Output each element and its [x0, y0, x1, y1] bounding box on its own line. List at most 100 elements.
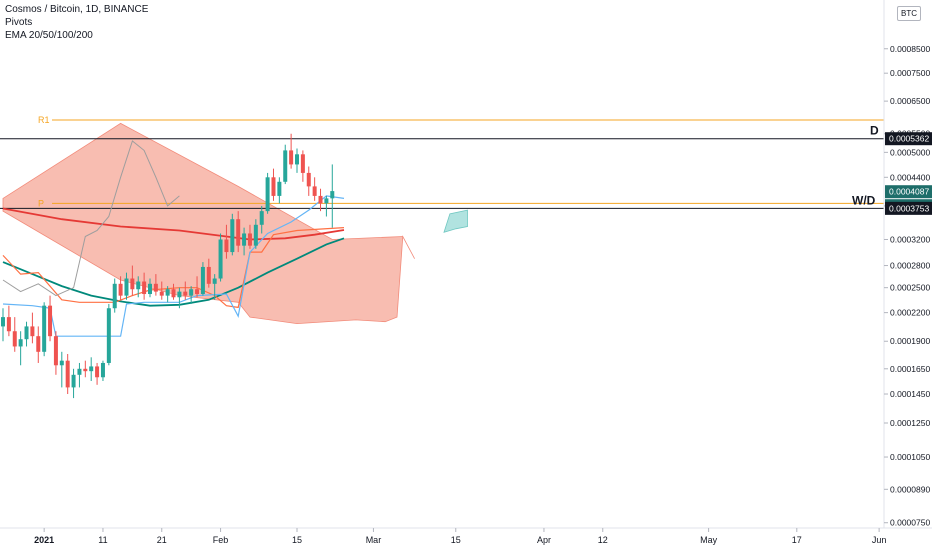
candle — [230, 213, 235, 256]
candle — [212, 274, 217, 300]
candle — [324, 195, 329, 217]
symbol-title[interactable]: Cosmos / Bitcoin, 1D, BINANCE — [5, 4, 149, 15]
price-tag-box — [885, 185, 932, 199]
price-tag: 0.0005362 — [885, 132, 932, 146]
candle-body — [318, 195, 323, 204]
candle-body — [136, 281, 141, 290]
candle-body — [59, 360, 64, 366]
candle-body — [171, 289, 176, 298]
candle — [259, 205, 264, 234]
price-tag-box — [885, 132, 932, 146]
candle — [242, 227, 247, 256]
ema-indicator-label[interactable]: EMA 20/50/100/200 — [5, 30, 93, 41]
candle — [318, 188, 323, 212]
candle — [277, 177, 282, 204]
candle-body — [53, 336, 58, 366]
candle-body — [183, 291, 188, 296]
price-tag: 0.0004087 — [885, 185, 932, 199]
candle — [200, 262, 205, 296]
candle — [189, 286, 194, 304]
chikou-line — [2, 140, 180, 297]
price-tick-label: 0.0002200 — [890, 308, 930, 318]
candle-body — [124, 278, 129, 296]
price-tick-label: 0.0007500 — [890, 68, 930, 78]
currency-badge[interactable]: BTC — [897, 6, 921, 21]
date-tick-label: May — [700, 535, 718, 545]
candle — [83, 360, 88, 378]
candle-body — [289, 150, 294, 165]
candle-body — [6, 317, 11, 332]
candle — [195, 276, 200, 298]
candle-body — [177, 291, 182, 298]
candle — [118, 276, 123, 300]
candle — [148, 278, 152, 298]
price-tick-label: 0.0003200 — [890, 234, 930, 244]
candle-body — [236, 219, 241, 246]
candle-body — [100, 362, 105, 378]
candle — [106, 303, 111, 366]
candle-body — [212, 278, 217, 284]
date-tick-label: Jun — [872, 535, 887, 545]
candle — [65, 353, 70, 395]
candle — [183, 281, 188, 300]
candle-body — [189, 289, 194, 296]
candle-body — [224, 239, 229, 253]
candle-body — [12, 331, 17, 347]
price-tick-label: 0.0002800 — [890, 261, 930, 271]
candle-body — [218, 239, 223, 279]
candle — [253, 219, 258, 249]
candle-body — [242, 233, 247, 246]
candle — [295, 148, 299, 173]
candle-body — [230, 219, 235, 253]
candle-body — [159, 291, 164, 296]
candle-body — [200, 266, 205, 295]
candle-body — [106, 308, 111, 363]
candle-body — [324, 198, 329, 204]
date-tick-label: 15 — [292, 535, 302, 545]
candle-body — [195, 289, 200, 295]
candle — [95, 362, 100, 385]
candle-body — [247, 233, 252, 246]
candle — [12, 317, 17, 352]
candle — [6, 305, 11, 337]
price-tag-label: 0.0004087 — [889, 187, 929, 197]
candle-body — [306, 172, 311, 187]
candle-body — [271, 177, 276, 196]
candle-body — [312, 186, 317, 196]
time-axis[interactable]: 2021 11 21 Feb 15 Mar 15 Apr 12 May 17 Jun — [34, 528, 886, 545]
candle — [30, 312, 35, 344]
candle-body — [253, 224, 258, 246]
candle-body — [65, 360, 70, 388]
cloud-bearish — [2, 122, 415, 325]
candle-body — [1, 317, 5, 327]
candle — [136, 276, 141, 298]
candle-body — [206, 266, 211, 284]
candle-body — [48, 305, 53, 337]
candle-body — [283, 150, 288, 182]
candle — [265, 172, 270, 214]
candle — [165, 286, 170, 303]
candle-body — [295, 154, 299, 165]
candle-body — [330, 191, 335, 199]
date-tick-label: 17 — [792, 535, 802, 545]
date-tick-label: 15 — [451, 535, 461, 545]
date-tick-label: Feb — [213, 535, 229, 545]
candle — [71, 368, 76, 399]
price-tick-label: 0.0001050 — [890, 452, 930, 462]
price-tag-label: 0.0005362 — [889, 134, 929, 144]
price-tick-label: 0.0000750 — [890, 518, 930, 528]
date-tick-label: Apr — [537, 535, 551, 545]
candle — [289, 133, 294, 169]
price-tick-label: 0.0000890 — [890, 484, 930, 494]
candle — [247, 224, 252, 249]
pivots-indicator-label[interactable]: Pivots — [5, 17, 33, 28]
candle — [142, 272, 147, 300]
candle — [42, 302, 47, 357]
level-label-r1: R1 — [38, 115, 50, 125]
price-tick-label: 0.0005000 — [890, 147, 930, 157]
date-tick-label: Mar — [366, 535, 382, 545]
kijun-line — [2, 227, 345, 309]
candle-body — [95, 366, 100, 378]
candle — [330, 164, 335, 228]
